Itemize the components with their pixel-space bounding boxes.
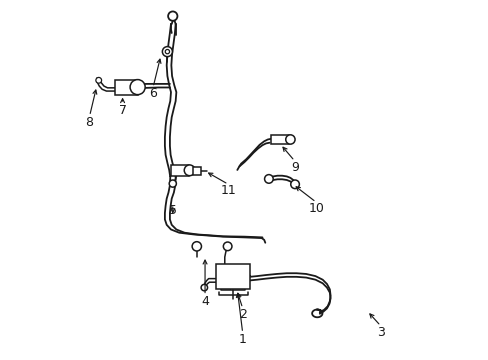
Bar (192, 167, 201, 175)
Text: 8: 8 (85, 116, 93, 129)
Bar (215, 264, 249, 289)
Circle shape (130, 80, 145, 95)
Circle shape (285, 135, 294, 144)
Circle shape (201, 284, 207, 291)
Text: 5: 5 (168, 204, 177, 217)
Text: 3: 3 (376, 326, 384, 339)
Circle shape (96, 77, 102, 83)
Circle shape (168, 12, 177, 21)
Circle shape (192, 242, 201, 251)
Circle shape (290, 180, 299, 189)
Text: 1: 1 (238, 333, 246, 346)
Text: 6: 6 (149, 87, 157, 100)
Text: 9: 9 (290, 161, 298, 174)
Bar (115, 80, 137, 95)
Text: 10: 10 (307, 202, 324, 215)
Text: 2: 2 (238, 308, 246, 321)
Text: 11: 11 (220, 184, 236, 197)
Circle shape (169, 180, 176, 187)
Bar (271, 135, 289, 144)
Circle shape (165, 49, 169, 54)
Text: 7: 7 (118, 104, 126, 117)
Circle shape (162, 46, 172, 57)
Circle shape (264, 175, 273, 183)
Circle shape (184, 165, 195, 176)
Bar (171, 165, 188, 176)
Circle shape (223, 242, 231, 251)
Text: 4: 4 (201, 296, 208, 309)
